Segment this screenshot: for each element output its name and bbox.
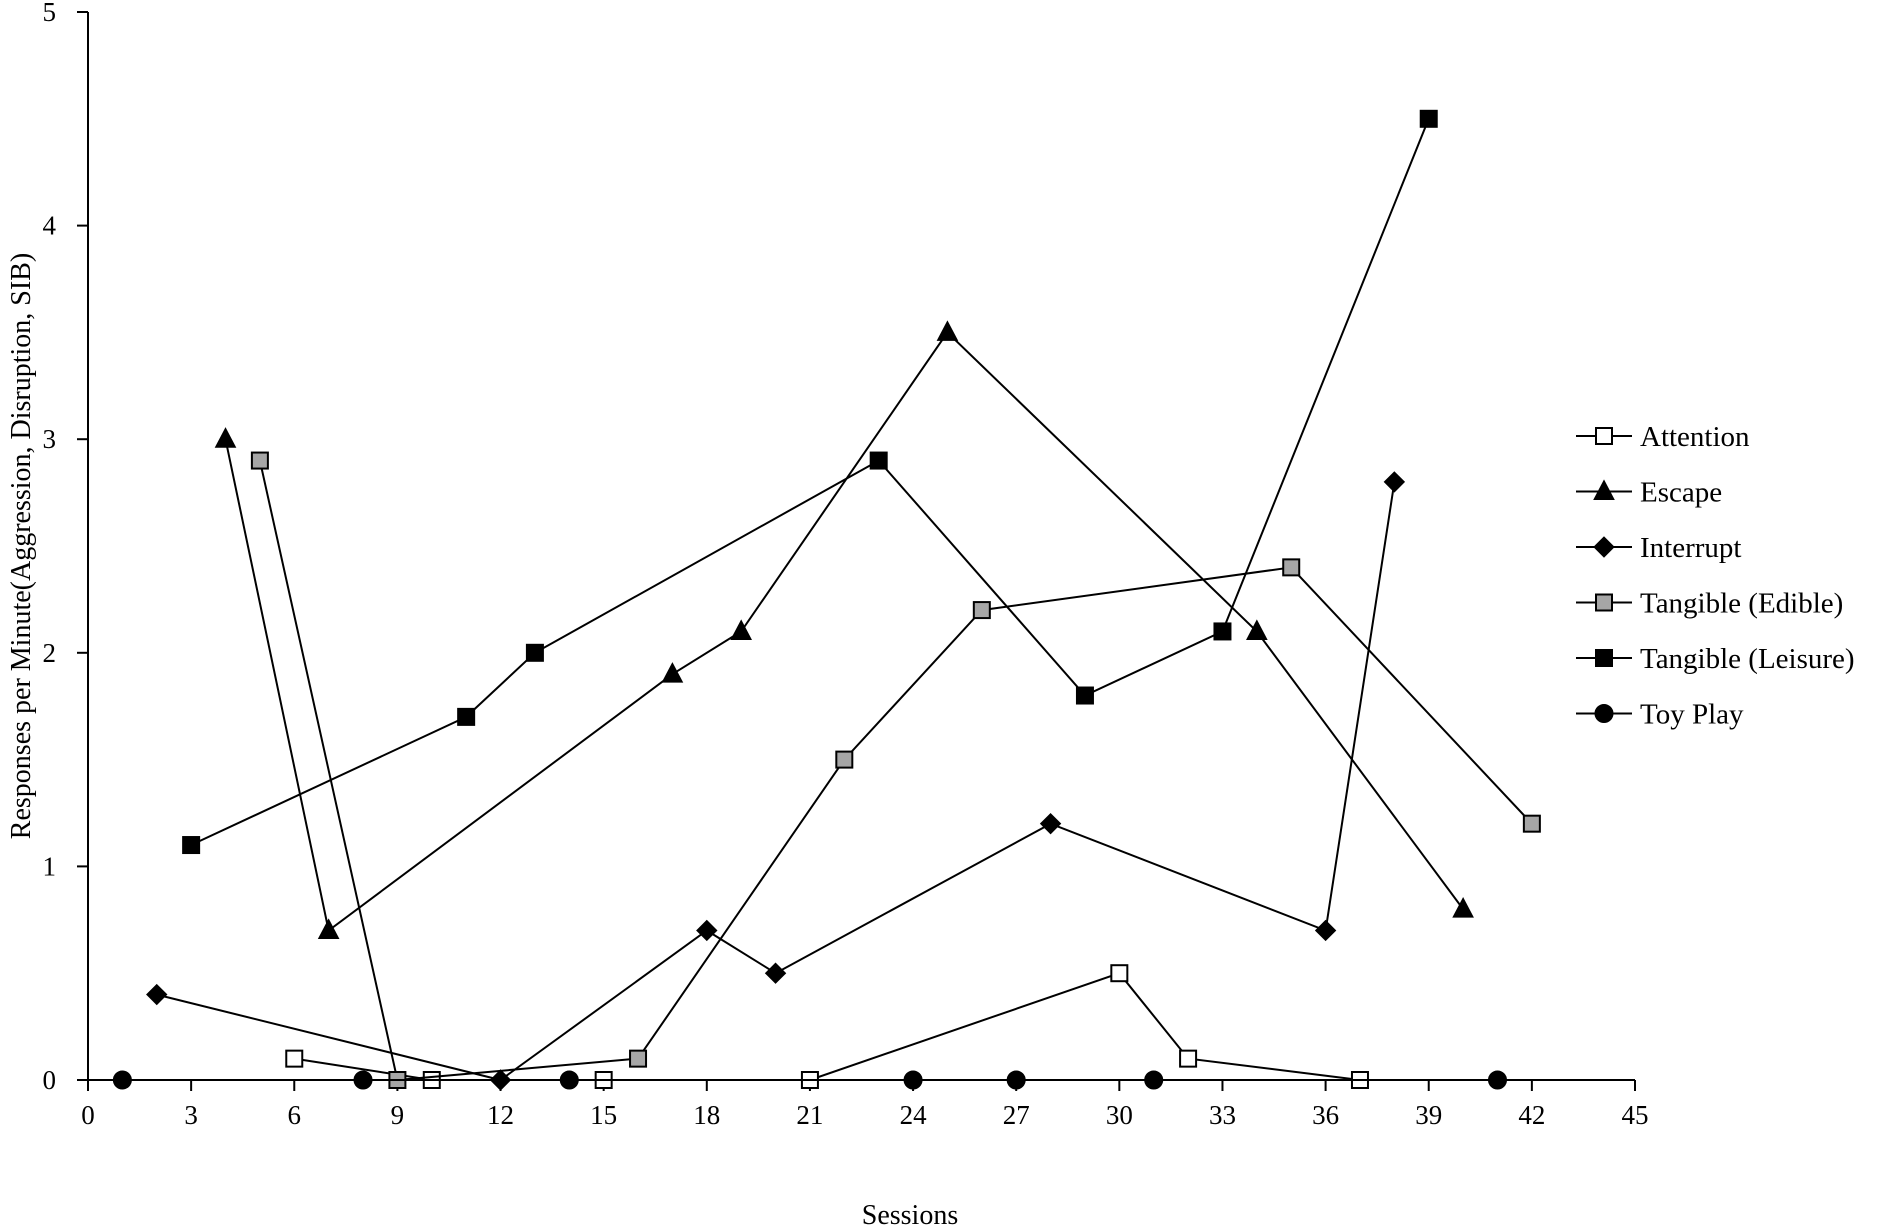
legend-marker-interrupt [1593,536,1615,558]
data-point-toy-play [353,1070,373,1090]
legend-marker-tangible-leisure [1595,649,1613,667]
data-point-toy-play [559,1070,579,1090]
legend-item-attention: Attention [1576,421,1750,453]
data-point-escape [936,320,959,341]
legend-label: Escape [1640,477,1722,509]
x-tick-label: 39 [1415,1100,1442,1130]
x-tick-label: 42 [1518,1100,1545,1130]
x-tick-label: 36 [1312,1100,1339,1130]
legend-item-tangible-edible: Tangible (Edible) [1576,588,1843,620]
data-point-tangible-edible [1522,814,1541,833]
data-point-toy-play [1006,1070,1026,1090]
axes [87,12,1635,1081]
x-tick-label: 33 [1209,1100,1236,1130]
x-tick-label: 15 [590,1100,617,1130]
x-tick-label: 18 [693,1100,720,1130]
series-tangible-edible [250,451,1541,1089]
legend-label: Toy Play [1640,699,1744,731]
data-point-tangible-leisure [182,836,201,855]
x-tick-label: 24 [900,1100,928,1130]
x-tick-label: 45 [1622,1100,1649,1130]
series-line-tangible-leisure [190,118,1430,846]
series-line-interrupt [156,481,1396,1082]
y-tick-label: 1 [43,851,57,881]
series-tangible-leisure [182,109,1438,855]
legend-label: Tangible (Edible) [1640,588,1843,620]
series-layer [112,109,1541,1091]
legend-item-interrupt: Interrupt [1576,532,1741,564]
data-point-tangible-edible [250,451,269,470]
data-point-tangible-leisure [525,643,544,662]
legend-label: Tangible (Leisure) [1640,643,1855,675]
legend-item-escape: Escape [1576,477,1722,509]
data-point-escape [317,918,340,939]
data-point-interrupt [696,919,718,942]
data-point-toy-play [1487,1070,1507,1090]
x-tick-label: 27 [1003,1100,1030,1130]
data-point-attention [1110,964,1129,983]
series-escape [214,320,1474,939]
y-tick-label: 3 [43,424,57,454]
x-tick-label: 12 [487,1100,514,1130]
x-tick-label: 0 [81,1100,95,1130]
series-line-tangible-edible [258,460,1533,1082]
data-point-escape [730,619,753,640]
data-point-tangible-leisure [1075,686,1094,705]
series-interrupt [146,471,1406,1091]
x-tick-label: 9 [391,1100,405,1130]
legend-item-tangible-leisure: Tangible (Leisure) [1576,643,1855,675]
data-point-interrupt [1314,919,1337,942]
data-point-tangible-leisure [1213,622,1232,641]
legend-marker-escape [1593,479,1615,500]
legend-label: Interrupt [1640,532,1741,564]
data-point-tangible-edible [835,750,854,769]
data-point-toy-play [1144,1070,1164,1090]
x-axis-title: Sessions [862,1200,958,1226]
data-point-escape [1246,619,1268,640]
data-point-tangible-edible [972,601,991,620]
x-tick-label: 30 [1106,1100,1133,1130]
series-line-attention [294,972,1361,1081]
data-point-interrupt [146,983,168,1006]
y-tick-label: 0 [43,1065,57,1095]
series-line-escape [224,330,1464,933]
data-point-attention [1179,1049,1198,1068]
y-tick-label: 4 [43,211,57,241]
y-axis-title: Responses per Minute(Aggression, Disrupt… [6,253,37,839]
data-point-toy-play [112,1070,132,1090]
legend-marker-tangible-edible [1595,593,1613,612]
data-point-attention [285,1049,304,1068]
data-point-toy-play [903,1070,923,1090]
legend: Attention Escape Interrupt Tangible (Edible… [1576,421,1855,731]
data-point-tangible-leisure [869,451,888,470]
x-tick-label: 3 [184,1100,198,1130]
legend-item-toy-play: Toy Play [1576,699,1744,731]
legend-marker-attention [1595,427,1613,445]
data-point-tangible-edible [629,1049,648,1068]
data-point-tangible-leisure [1419,109,1438,128]
x-ticks: 0 3 6 9 12 15 18 21 24 27 30 33 36 39 42 45 [81,1080,1649,1130]
series-attention [285,964,1369,1089]
y-ticks: 0 1 2 3 4 5 [43,0,88,1095]
data-point-interrupt [1383,471,1406,493]
legend-marker-toy-play [1594,704,1614,723]
x-tick-label: 6 [288,1100,302,1130]
data-point-escape [661,662,684,683]
data-point-interrupt [764,962,787,984]
legend-label: Attention [1640,421,1750,453]
data-point-tangible-leisure [457,707,476,726]
y-tick-label: 5 [43,0,57,27]
data-point-interrupt [1039,812,1062,835]
series-toy-play [112,1070,1507,1090]
data-point-escape [1452,897,1474,918]
data-point-tangible-edible [1282,558,1301,577]
y-tick-label: 2 [43,638,57,668]
data-point-escape [214,427,237,448]
x-tick-label: 21 [796,1100,823,1130]
